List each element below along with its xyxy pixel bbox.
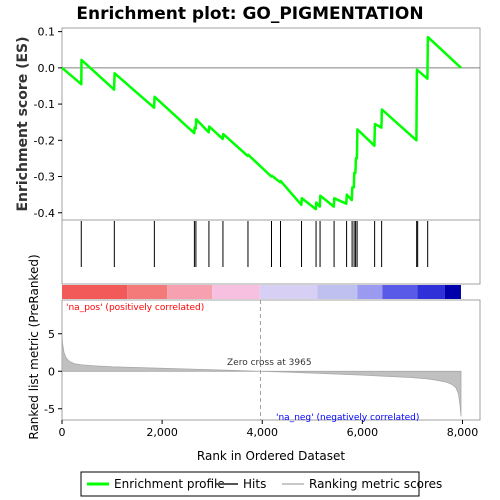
ranking-y-tick-label: 5 [48, 328, 55, 341]
es-y-tick-label: -0.4 [34, 207, 55, 220]
legend-label: Enrichment profile [114, 477, 225, 491]
enrichment-profile-layer [61, 35, 462, 211]
heatmap-segment [212, 285, 260, 299]
legend-label: Ranking metric scores [309, 477, 442, 491]
x-axis-label: Rank in Ordered Dataset [197, 449, 345, 463]
x-tick-label: 0 [59, 426, 66, 439]
es-y-tick-label: 0.1 [38, 26, 56, 39]
heatmap-segment [167, 285, 213, 299]
ranking-y-tick-label: 0 [48, 365, 55, 378]
ranking-axis-label: Ranked list metric (PreRanked) [27, 254, 41, 439]
ranking-y-axis-ticks: 5 0 -5 [44, 328, 62, 416]
es-y-axis-ticks: 0.1 0.0 -0.1 -0.2 -0.3 -0.4 [34, 26, 62, 220]
heatmap-segment [259, 285, 318, 299]
ranking-metric-area [61, 332, 462, 417]
legend: Enrichment profile Hits Ranking metric sco… [87, 477, 442, 491]
ranking-metric-layer [61, 300, 462, 420]
legend-box [80, 471, 420, 497]
x-axis-ticks: 0 2,000 4,000 6,000 8,000 [59, 420, 479, 439]
heatmap-segment [127, 285, 168, 299]
enrichment-profile-line [61, 35, 462, 211]
x-tick-label: 6,000 [347, 426, 379, 439]
heatmap-segment [444, 285, 461, 299]
chart-title: Enrichment plot: GO_PIGMENTATION [76, 4, 423, 24]
x-tick-label: 8,000 [447, 426, 479, 439]
es-y-tick-label: 0.0 [38, 62, 56, 75]
zero-cross-label: Zero cross at 3965 [227, 358, 312, 368]
hits-layer [80, 221, 429, 267]
heatmap-segment [417, 285, 445, 299]
heatmap-segment [382, 285, 418, 299]
es-y-tick-label: -0.1 [34, 98, 55, 111]
es-axis-label: Enrichment score (ES) [15, 36, 31, 211]
positive-correlation-label: 'na_pos' (positively correlated) [66, 303, 204, 313]
hits-panel-frame [61, 219, 481, 285]
heatmap-segment [357, 285, 383, 299]
negative-correlation-label: 'na_neg' (negatively correlated) [276, 413, 419, 423]
ranking-y-tick-label: -5 [44, 403, 55, 416]
es-panel-frame [61, 27, 481, 221]
heatmap-segment [317, 285, 358, 299]
rank-heatmap-bar [62, 285, 461, 299]
heatmap-segment [62, 285, 128, 299]
es-y-tick-label: -0.3 [34, 171, 55, 184]
es-y-tick-label: -0.2 [34, 134, 55, 147]
ranking-panel-frame [61, 299, 481, 421]
x-tick-label: 2,000 [146, 426, 178, 439]
legend-label: Hits [243, 477, 266, 491]
x-tick-label: 4,000 [246, 426, 278, 439]
